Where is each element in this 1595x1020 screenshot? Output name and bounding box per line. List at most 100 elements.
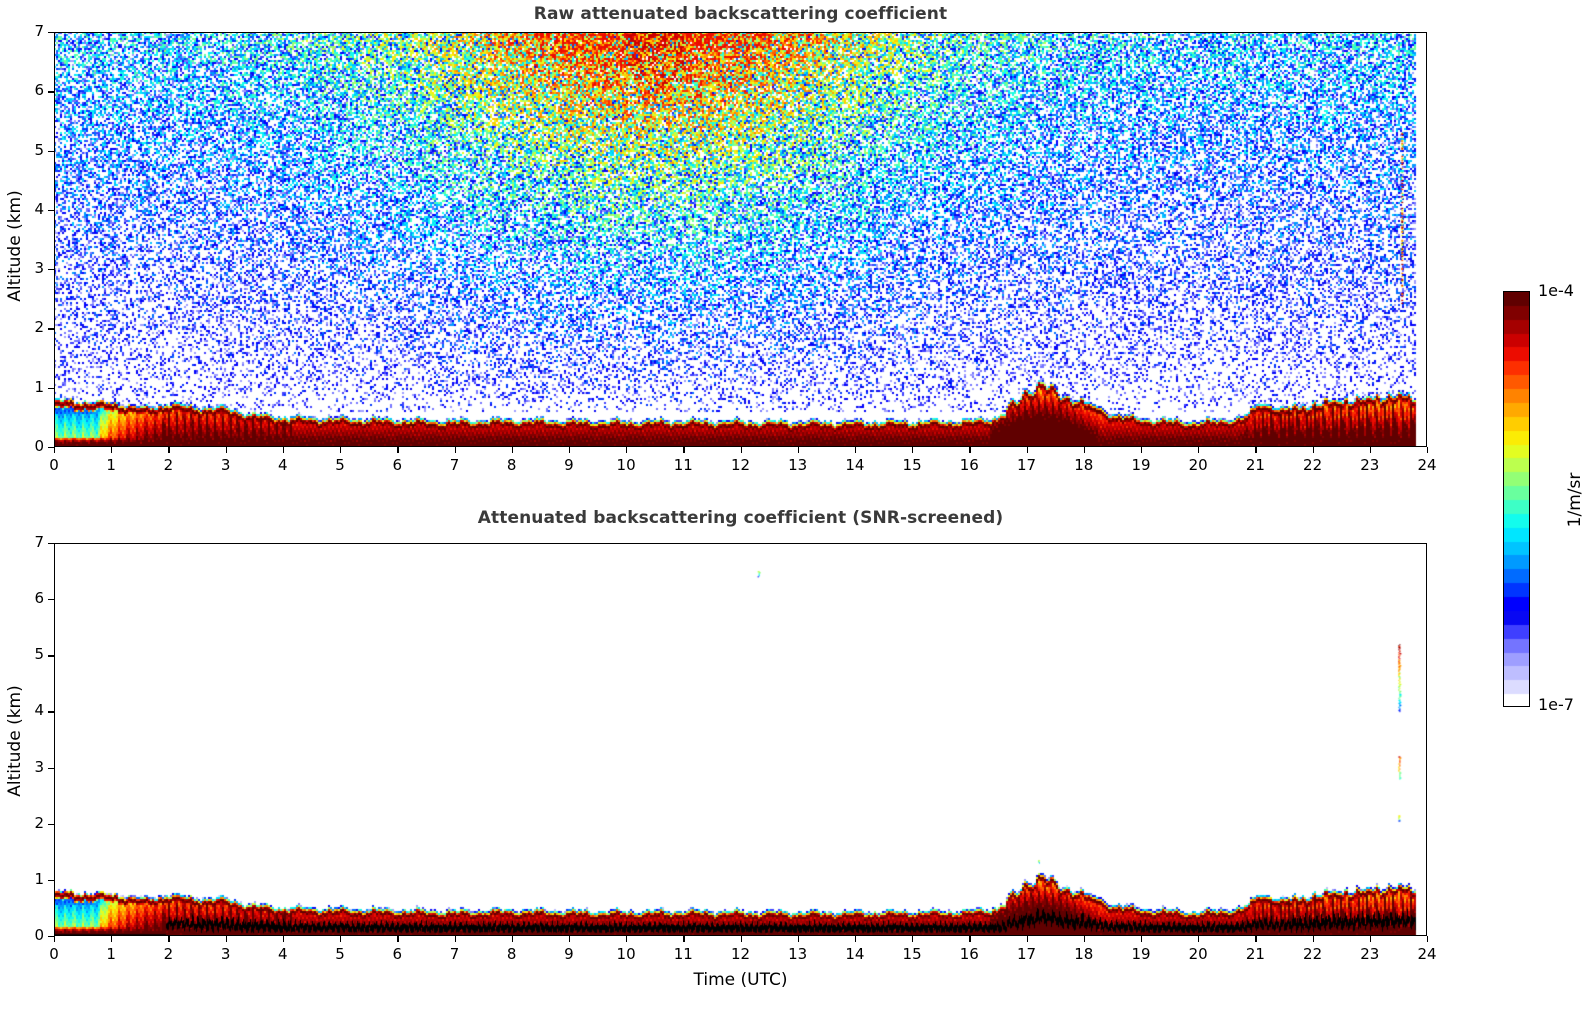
x-tick-mark [740,936,742,942]
x-tick-label: 7 [449,456,460,474]
x-tick-label: 20 [1188,456,1208,474]
x-tick-mark [1026,447,1028,453]
x-tick-mark [225,447,227,453]
x-tick-label: 10 [616,456,636,474]
x-tick-label: 2 [163,945,174,963]
x-axis-label: Time (UTC) [693,970,788,990]
x-tick-mark [969,447,971,453]
y-tick-label: 5 [34,140,44,159]
x-tick-label: 7 [449,945,460,963]
x-tick-label: 18 [1074,945,1094,963]
x-tick-label: 16 [959,456,979,474]
x-tick-mark [1255,936,1257,942]
x-tick-mark [54,936,56,942]
x-tick-label: 23 [1360,456,1380,474]
x-tick-mark [1083,936,1086,942]
x-tick-mark [912,447,914,453]
x-tick-label: 0 [49,945,59,963]
x-tick-label: 13 [788,945,808,963]
x-tick-mark [1427,447,1429,453]
x-tick-mark [1312,447,1314,453]
x-tick-mark [168,447,170,453]
y-tick-mark [48,269,54,271]
x-tick-mark [168,936,170,942]
x-tick-label: 6 [392,945,403,963]
x-tick-label: 18 [1074,456,1094,474]
y-tick-label: 2 [34,318,44,337]
panel-title-raw: Raw attenuated backscattering coefficien… [533,4,948,24]
x-tick-label: 6 [392,456,403,474]
x-tick-label: 1 [106,456,116,474]
y-axis-label-screened: Altitude (km) [5,685,25,797]
colorbar-min-label: 1e-7 [1538,695,1574,714]
x-tick-label: 1 [106,945,116,963]
y-tick-mark [48,823,54,825]
x-tick-label: 0 [49,456,59,474]
x-tick-label: 5 [335,945,345,963]
y-tick-label: 6 [34,81,44,100]
x-tick-mark [626,447,628,453]
x-tick-mark [683,447,685,453]
plot-canvas-raw [54,32,1427,447]
x-tick-mark [225,936,227,942]
y-tick-label: 1 [34,869,44,888]
x-tick-label: 19 [1131,945,1151,963]
x-tick-label: 15 [902,945,922,963]
x-tick-label: 13 [788,456,808,474]
x-tick-mark [340,936,342,942]
y-tick-label: 3 [34,757,44,776]
x-tick-mark [511,447,513,453]
x-tick-mark [1427,936,1429,942]
x-tick-label: 4 [278,945,288,963]
x-tick-mark [854,447,857,453]
colorbar-max-label: 1e-4 [1538,281,1574,300]
x-tick-mark [1141,936,1143,942]
x-tick-mark [454,936,456,942]
x-tick-mark [969,936,971,942]
x-tick-mark [1198,447,1200,453]
y-tick-label: 0 [34,926,44,944]
x-tick-mark [282,447,285,453]
x-tick-mark [1083,447,1086,453]
y-tick-label: 4 [34,701,44,720]
x-tick-label: 17 [1016,945,1037,963]
x-tick-label: 11 [673,945,693,963]
x-tick-mark [1026,936,1028,942]
x-tick-label: 12 [730,945,751,963]
axes-frame-raw [54,32,1427,447]
panel-title-screened: Attenuated backscattering coefficient (S… [477,508,1004,528]
x-tick-mark [626,936,628,942]
x-tick-label: 23 [1360,945,1380,963]
x-tick-label: 2 [163,456,174,474]
x-tick-label: 9 [564,945,574,963]
x-tick-mark [397,447,399,453]
x-tick-mark [568,936,571,942]
x-tick-label: 8 [506,456,517,474]
y-tick-mark [48,328,54,330]
x-tick-mark [397,936,399,942]
x-tick-mark [511,936,513,942]
x-tick-label: 14 [845,945,865,963]
x-tick-label: 16 [959,945,979,963]
x-tick-mark [854,936,857,942]
x-tick-label: 8 [506,945,517,963]
x-tick-label: 9 [564,456,574,474]
y-tick-mark [48,209,54,212]
x-tick-label: 24 [1417,456,1437,474]
x-tick-label: 10 [616,945,636,963]
plot-canvas-screened [54,543,1427,936]
x-tick-label: 17 [1016,456,1037,474]
x-tick-label: 15 [902,456,922,474]
x-tick-label: 21 [1245,456,1265,474]
x-tick-mark [1312,936,1314,942]
x-tick-label: 11 [673,456,693,474]
y-tick-label: 5 [34,645,44,664]
x-tick-mark [568,447,571,453]
x-tick-mark [54,447,56,453]
x-tick-mark [1198,936,1200,942]
y-tick-label: 7 [34,533,44,551]
y-tick-label: 6 [34,589,44,608]
axes-frame-screened [54,543,1427,936]
x-tick-mark [1369,447,1372,453]
x-tick-label: 3 [220,945,231,963]
